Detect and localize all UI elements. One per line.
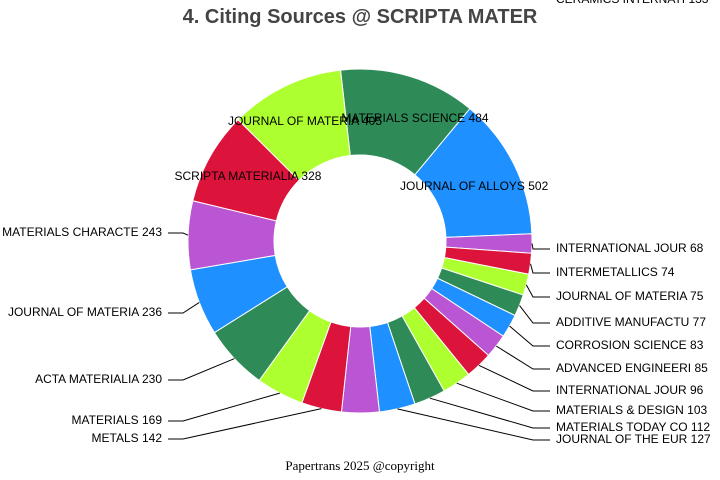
slice-label: INTERNATIONAL JOUR 68 — [556, 241, 704, 255]
slice-label: JOURNAL OF ALLOYS 502 — [400, 179, 549, 193]
slice-label: ADVANCED ENGINEERI 85 — [556, 361, 708, 375]
leader-line — [397, 408, 550, 441]
slice-label: MATERIALS 169 — [72, 413, 163, 427]
donut-slices — [187, 68, 533, 414]
slice-label: ADDITIVE MANUFACTU 77 — [556, 315, 706, 329]
leader-line — [531, 243, 550, 250]
leader-line — [495, 345, 550, 370]
slice-label: SCRIPTA MATERIALIA 328 — [175, 169, 322, 183]
slice-label: INTERNATIONAL JOUR 96 — [556, 383, 704, 397]
leader-line — [509, 325, 550, 347]
slice-label: MATERIALS TODAY CO 112 — [556, 420, 710, 434]
leader-line — [478, 364, 550, 392]
slice-label: JOURNAL OF MATERIA 75 — [556, 289, 704, 303]
slice-label: INTERMETALLICS 74 — [556, 265, 675, 279]
leader-line — [456, 382, 550, 412]
donut-slice — [237, 69, 351, 182]
leader-line — [168, 232, 189, 236]
slice-label: MATERIALS & DESIGN 103 — [556, 403, 707, 417]
chart-title: 4. Citing Sources @ SCRIPTA MATER — [182, 6, 538, 28]
leader-line — [168, 408, 322, 440]
slice-label: JOURNAL OF MATERIA 405 — [228, 114, 382, 128]
copyright-footer: Papertrans 2025 @copyright — [285, 458, 435, 473]
leader-line — [519, 305, 550, 324]
slice-label: MATERIALS SCIENCE 484 — [341, 111, 488, 125]
leader-line — [530, 263, 550, 274]
slice-label: MATERIALS CHARACTE 243 — [2, 225, 162, 239]
leader-line — [429, 397, 550, 429]
leader-line — [525, 284, 550, 298]
slice-label: JOURNAL OF THE EUR 127 — [556, 432, 711, 446]
leader-line — [168, 358, 235, 381]
leader-lines — [168, 232, 550, 441]
slice-labels: MATERIALS SCIENCE 484 JOURNAL OF ALLOYS 5… — [2, 0, 711, 446]
slice-label: ACTA MATERIALIA 230 — [35, 372, 162, 386]
leader-line — [168, 301, 200, 314]
slice-label: METALS 142 — [92, 431, 163, 445]
slice-label: CORROSION SCIENCE 83 — [556, 338, 704, 352]
slice-label: CERAMICS INTERNATI 133 — [556, 0, 709, 6]
leader-line — [168, 392, 280, 422]
slice-label: JOURNAL OF MATERIA 236 — [8, 305, 162, 319]
